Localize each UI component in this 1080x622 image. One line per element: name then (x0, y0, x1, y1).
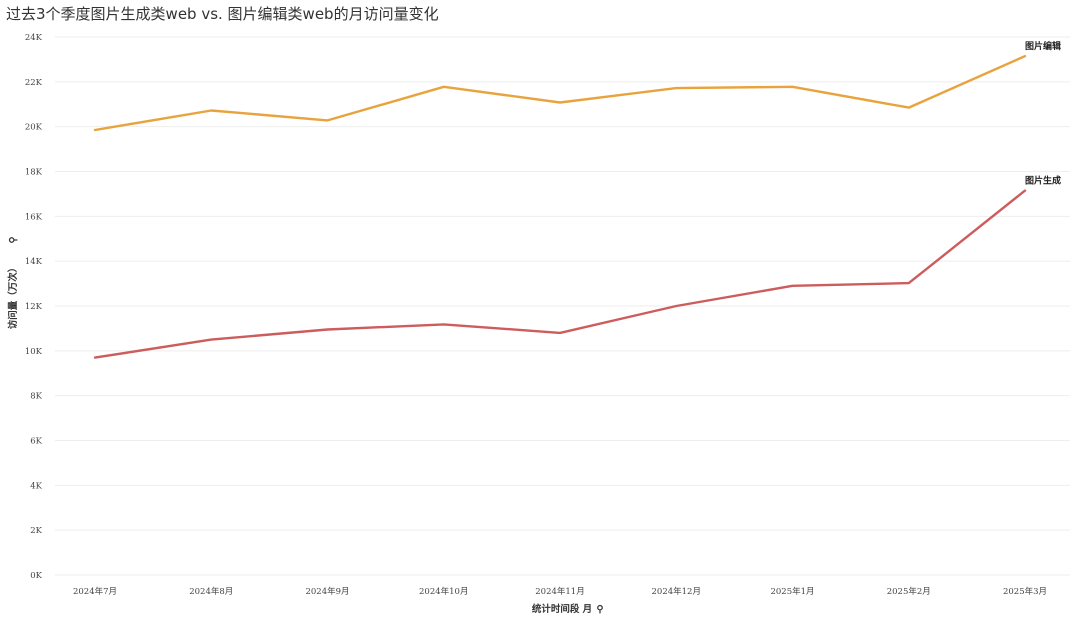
y-tick-label: 12K (25, 302, 43, 312)
x-tick-label: 2024年12月 (652, 586, 701, 597)
series-end-label: 图片生成 (1025, 175, 1061, 187)
x-tick-label: 2024年8月 (189, 586, 233, 597)
series-line (93, 189, 1027, 359)
x-tick-label: 2025年2月 (887, 586, 931, 597)
y-axis-ticks: 0K 2K 4K 6K 8K 10K 12K 14K 16K 18K 20K 22K 24K (25, 33, 43, 581)
chart-title: 过去3个季度图片生成类web vs. 图片编辑类web的月访问量变化 (6, 5, 439, 23)
y-tick-label: 2K (30, 526, 42, 536)
y-tick-label: 18K (25, 168, 43, 178)
y-axis-pin-icon: ⚲ (8, 236, 19, 243)
x-tick-label: 2025年1月 (770, 586, 814, 597)
y-tick-label: 20K (25, 123, 43, 133)
y-axis-title: 访问量（万次） (7, 263, 19, 330)
x-axis-title: 统计时间段 月 (532, 603, 592, 615)
series-lines (93, 54, 1027, 359)
y-tick-label: 4K (30, 481, 42, 491)
y-tick-label: 8K (30, 392, 42, 402)
y-tick-label: 24K (25, 33, 43, 43)
y-tick-label: 0K (30, 571, 42, 581)
y-tick-label: 22K (25, 78, 43, 88)
series-line (93, 54, 1027, 132)
x-tick-label: 2025年3月 (1003, 586, 1047, 597)
y-tick-label: 16K (25, 212, 43, 222)
x-axis-pin-icon: ⚲ (597, 604, 604, 615)
x-tick-label: 2024年10月 (419, 586, 468, 597)
y-tick-label: 14K (25, 257, 43, 267)
y-tick-label: 6K (30, 437, 42, 447)
gridlines (55, 36, 1070, 576)
y-tick-label: 10K (25, 347, 43, 357)
series-end-label: 图片编辑 (1025, 40, 1061, 52)
x-tick-label: 2024年7月 (73, 586, 117, 597)
x-axis-ticks: 2024年7月 2024年8月 2024年9月 2024年10月 2024年11月 202… (73, 586, 1047, 597)
x-tick-label: 2024年9月 (305, 586, 349, 597)
x-tick-label: 2024年11月 (535, 586, 584, 597)
